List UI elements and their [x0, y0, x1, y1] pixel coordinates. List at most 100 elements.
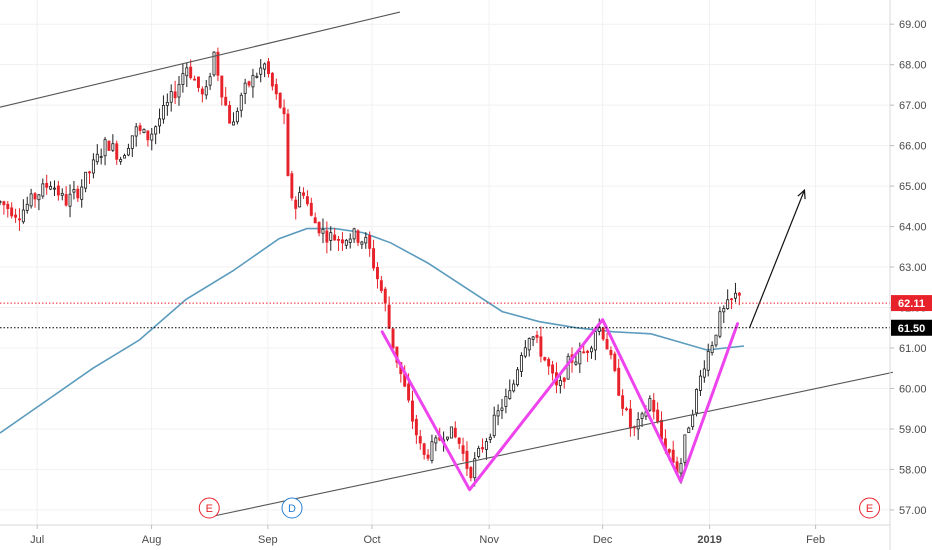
candle-body — [508, 390, 512, 399]
candle-body — [251, 75, 255, 88]
event-marker-circle[interactable] — [198, 497, 220, 519]
drawings[interactable] — [0, 11, 893, 517]
event-marker-circle[interactable] — [859, 497, 881, 519]
candle-body — [718, 311, 722, 337]
price-tags: 62.11 61.50 — [891, 295, 932, 336]
candle — [465, 441, 469, 476]
event-marker-circle[interactable] — [281, 497, 303, 519]
candle-body — [17, 218, 21, 221]
candle-body — [488, 436, 492, 440]
price-tick-label: 61.00 — [899, 343, 927, 355]
candle-body — [185, 67, 189, 77]
candle — [142, 128, 146, 134]
candle-body — [601, 327, 605, 340]
candle — [119, 156, 123, 165]
candle — [543, 356, 547, 362]
candle-body — [652, 399, 656, 412]
trend-channel-line[interactable] — [213, 371, 893, 517]
candle — [161, 95, 165, 124]
price-axis[interactable]: 57.0058.0059.0060.0061.0062.0063.0064.00… — [890, 19, 927, 517]
candle — [379, 275, 383, 294]
candle — [449, 426, 453, 439]
candle — [76, 185, 80, 203]
candle-body — [593, 331, 597, 351]
candle — [527, 337, 531, 357]
candle-body — [274, 84, 278, 95]
candle — [329, 226, 333, 251]
candle — [718, 306, 722, 339]
event-marker[interactable]: E — [198, 497, 220, 519]
time-tick-label: Oct — [363, 534, 380, 546]
projection-arrow-head[interactable] — [797, 188, 806, 200]
candle-body — [278, 92, 282, 108]
candle — [512, 379, 516, 393]
candle-body — [391, 328, 395, 349]
candle-body — [21, 209, 25, 223]
candle — [255, 72, 259, 79]
candle-body — [270, 72, 274, 87]
candle — [305, 190, 309, 207]
candle-body — [582, 351, 586, 354]
event-marker[interactable]: D — [281, 497, 303, 519]
candle-body — [243, 82, 247, 94]
candle — [698, 369, 702, 396]
candle-body — [551, 364, 555, 374]
double-bottom-pattern[interactable] — [380, 318, 739, 492]
price-lines — [0, 302, 890, 329]
time-tick-label: Aug — [142, 534, 162, 546]
candle-body — [519, 354, 523, 372]
candle-body — [426, 454, 430, 459]
candle — [165, 93, 169, 116]
candle-body — [224, 96, 228, 106]
candle-body — [379, 280, 383, 291]
candle-body — [605, 339, 609, 350]
candle — [325, 221, 329, 254]
candle-body — [189, 66, 193, 79]
candle-body — [173, 91, 177, 99]
candle — [321, 218, 325, 244]
candle-body — [294, 199, 298, 209]
candle-body — [80, 186, 84, 200]
candle-body — [29, 193, 33, 207]
candle-body — [434, 437, 438, 444]
candle-body — [161, 105, 165, 120]
candle-body — [41, 183, 45, 197]
candle-body — [586, 350, 590, 354]
candle — [298, 186, 302, 208]
candle — [302, 187, 305, 199]
candle-body — [196, 76, 200, 88]
candle — [45, 174, 49, 195]
candle-body — [154, 126, 158, 135]
candle-body — [679, 463, 683, 474]
candle — [204, 79, 208, 100]
price-tick-label: 59.00 — [899, 424, 927, 436]
candle — [477, 445, 481, 459]
candle-body — [255, 75, 259, 78]
candle-body — [181, 73, 185, 85]
candle — [360, 240, 364, 249]
event-marker[interactable]: E — [859, 497, 881, 519]
candle-body — [165, 101, 169, 106]
candle — [508, 379, 512, 400]
candle — [605, 332, 609, 350]
candle — [181, 63, 185, 93]
candle-body — [722, 308, 726, 313]
candle — [126, 143, 130, 157]
candle-body — [667, 449, 671, 453]
candle-body — [660, 419, 663, 440]
candle — [134, 122, 138, 147]
candle-body — [25, 203, 29, 211]
candle — [294, 196, 298, 220]
candle-body — [621, 395, 625, 409]
candle-body — [446, 436, 449, 440]
candle-body — [329, 232, 333, 241]
candle — [154, 125, 158, 145]
candle — [566, 353, 570, 380]
time-axis[interactable]: Jul Aug Sep Oct Nov Dec 2019 Feb — [30, 525, 825, 546]
trend-channel-line[interactable] — [0, 11, 401, 108]
candle — [150, 127, 154, 151]
candle-body — [656, 409, 660, 423]
projection-arrow-line[interactable] — [749, 189, 806, 328]
